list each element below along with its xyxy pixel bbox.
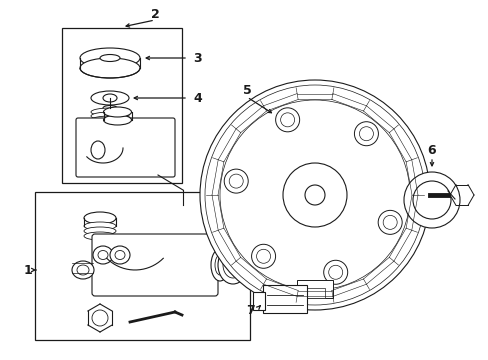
Ellipse shape	[84, 222, 116, 230]
Circle shape	[403, 172, 459, 228]
Ellipse shape	[215, 255, 224, 275]
Ellipse shape	[80, 48, 140, 68]
Circle shape	[354, 122, 378, 146]
Bar	[35, 192, 249, 340]
Ellipse shape	[84, 212, 116, 224]
Circle shape	[412, 181, 450, 219]
Text: 3: 3	[193, 51, 201, 64]
Circle shape	[251, 244, 275, 268]
Ellipse shape	[110, 246, 130, 264]
Ellipse shape	[77, 265, 89, 275]
Ellipse shape	[103, 94, 117, 102]
Ellipse shape	[91, 141, 105, 159]
Circle shape	[323, 260, 347, 284]
Ellipse shape	[98, 251, 108, 260]
Bar	[252, 292, 264, 310]
Circle shape	[256, 249, 270, 263]
Ellipse shape	[72, 261, 94, 279]
Ellipse shape	[93, 246, 113, 264]
Ellipse shape	[91, 116, 129, 124]
Ellipse shape	[103, 107, 131, 117]
Text: 7: 7	[246, 303, 254, 316]
Ellipse shape	[103, 115, 131, 125]
Ellipse shape	[100, 54, 120, 62]
Circle shape	[229, 174, 243, 188]
Circle shape	[200, 80, 429, 310]
Ellipse shape	[115, 251, 125, 260]
Circle shape	[275, 108, 299, 132]
Text: 5: 5	[242, 84, 251, 96]
Text: 1: 1	[23, 264, 32, 276]
Bar	[305, 288, 325, 298]
Circle shape	[92, 310, 108, 326]
Circle shape	[224, 169, 248, 193]
Circle shape	[280, 113, 294, 127]
FancyBboxPatch shape	[76, 118, 175, 177]
Bar	[263, 285, 306, 313]
Circle shape	[283, 163, 346, 227]
Ellipse shape	[84, 227, 116, 235]
Circle shape	[305, 185, 325, 205]
Ellipse shape	[223, 252, 243, 278]
Circle shape	[359, 127, 373, 141]
Text: 2: 2	[150, 8, 159, 21]
FancyBboxPatch shape	[92, 234, 218, 296]
Ellipse shape	[84, 232, 116, 240]
Ellipse shape	[91, 108, 129, 116]
Bar	[62, 28, 182, 183]
Ellipse shape	[91, 112, 129, 120]
Bar	[296, 280, 332, 298]
Circle shape	[383, 215, 396, 229]
Ellipse shape	[91, 91, 129, 105]
Ellipse shape	[80, 58, 140, 78]
Ellipse shape	[218, 246, 247, 284]
Circle shape	[328, 265, 342, 279]
Circle shape	[220, 100, 409, 290]
Ellipse shape	[103, 105, 117, 111]
Text: 6: 6	[427, 144, 435, 157]
Circle shape	[204, 85, 424, 305]
Ellipse shape	[210, 249, 228, 281]
Text: 4: 4	[193, 91, 202, 104]
Circle shape	[377, 210, 401, 234]
